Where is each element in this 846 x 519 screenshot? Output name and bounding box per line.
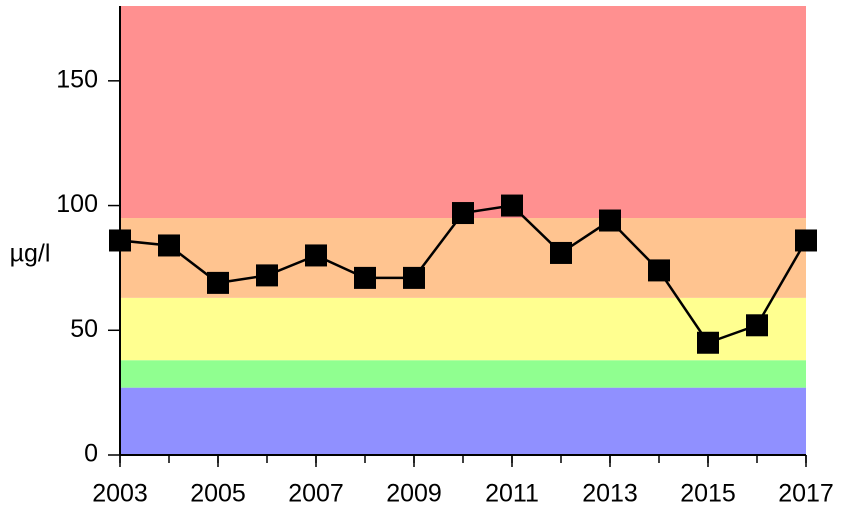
x-tick-label: 2003 xyxy=(92,480,148,508)
y-axis-label: µg/l xyxy=(10,240,51,268)
marker xyxy=(207,271,229,294)
y-tick-label: 100 xyxy=(56,190,98,218)
marker xyxy=(501,194,523,217)
x-tick-label: 2009 xyxy=(386,480,442,508)
band xyxy=(120,387,806,455)
x-tick-label: 2005 xyxy=(190,480,246,508)
x-tick-label: 2013 xyxy=(582,480,638,508)
x-tick-label: 2011 xyxy=(485,480,539,508)
x-tick-label: 2007 xyxy=(288,480,344,508)
marker xyxy=(697,331,719,354)
marker xyxy=(648,259,670,282)
marker xyxy=(550,241,572,264)
marker xyxy=(795,229,817,252)
band xyxy=(120,218,806,298)
marker xyxy=(403,266,425,289)
band xyxy=(120,6,806,219)
band xyxy=(120,360,806,388)
marker xyxy=(354,266,376,289)
marker xyxy=(109,229,131,252)
marker xyxy=(452,202,474,225)
marker xyxy=(158,234,180,257)
y-tick-label: 150 xyxy=(56,65,98,93)
y-tick-label: 0 xyxy=(84,440,98,468)
marker xyxy=(599,209,621,232)
x-tick-label: 2017 xyxy=(778,480,834,508)
y-tick-label: 50 xyxy=(70,315,98,343)
marker xyxy=(305,244,327,267)
marker xyxy=(746,314,768,337)
x-tick-label: 2015 xyxy=(680,480,736,508)
band xyxy=(120,297,806,361)
marker xyxy=(256,264,278,287)
